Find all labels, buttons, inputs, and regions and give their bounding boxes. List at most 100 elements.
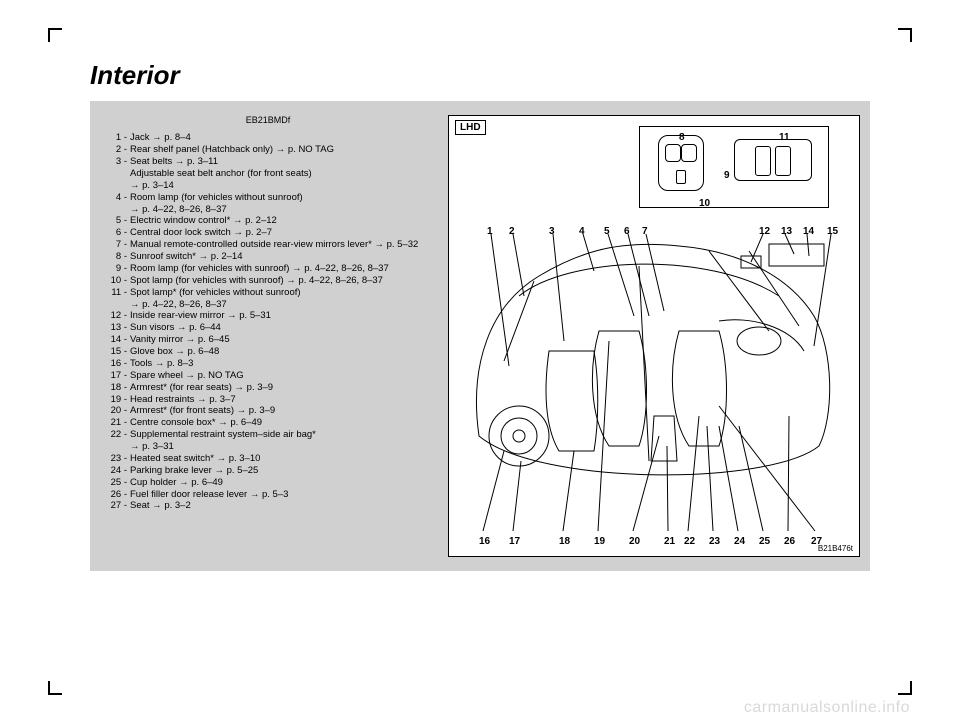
legend-text: Central door lock switch → p. 2–7 [130, 227, 448, 239]
legend-text: Jack → p. 8–4 [130, 132, 448, 144]
legend-text: Fuel filler door release lever → p. 5–3 [130, 489, 448, 501]
legend-list: 1 -Jack → p. 8–42 -Rear shelf panel (Hat… [108, 132, 448, 512]
content-panel: EB21BMDf 1 -Jack → p. 8–42 -Rear shelf p… [90, 101, 870, 571]
legend-num: 24 - [108, 465, 130, 477]
callout-6: 6 [624, 226, 630, 237]
legend-text: Heated seat switch* → p. 3–10 [130, 453, 448, 465]
legend-item: 16 -Tools → p. 8–3 [108, 358, 448, 370]
callout-12: 12 [759, 226, 770, 237]
legend-num: 19 - [108, 394, 130, 406]
callout-11: 11 [779, 132, 790, 143]
legend-item: 6 -Central door lock switch → p. 2–7 [108, 227, 448, 239]
legend-num: 11 - [108, 287, 130, 299]
callout-5: 5 [604, 226, 610, 237]
legend-text: Sun visors → p. 6–44 [130, 322, 448, 334]
legend-text: Supplemental restraint system–side air b… [130, 429, 448, 441]
legend-item: 27 -Seat → p. 3–2 [108, 500, 448, 512]
legend-num: 25 - [108, 477, 130, 489]
crop-mark-tr [898, 28, 912, 42]
legend-num: 5 - [108, 215, 130, 227]
legend-num: 4 - [108, 192, 130, 204]
legend-num: 23 - [108, 453, 130, 465]
callout-23: 23 [709, 536, 720, 547]
callout-24: 24 [734, 536, 745, 547]
page-content: Interior EB21BMDf 1 -Jack → p. 8–42 -Rea… [90, 60, 870, 643]
legend-num: 6 - [108, 227, 130, 239]
legend-text: Cup holder → p. 6–49 [130, 477, 448, 489]
legend-num: 10 - [108, 275, 130, 287]
legend-item: 19 -Head restraints → p. 3–7 [108, 394, 448, 406]
legend-item: 10 -Spot lamp (for vehicles with sunroof… [108, 275, 448, 287]
callout-16: 16 [479, 536, 490, 547]
legend-num: 16 - [108, 358, 130, 370]
legend-item: → p. 4–22, 8–26, 8–37 [108, 299, 448, 311]
legend-item: 3 -Seat belts → p. 3–11 [108, 156, 448, 168]
legend-text: Tools → p. 8–3 [130, 358, 448, 370]
legend-num: 8 - [108, 251, 130, 263]
legend-text: → p. 4–22, 8–26, 8–37 [130, 204, 227, 216]
callout-7: 7 [642, 226, 648, 237]
legend-text: Spot lamp (for vehicles with sunroof) → … [130, 275, 448, 287]
legend-text: Armrest* (for front seats) → p. 3–9 [130, 405, 448, 417]
callout-10: 10 [699, 198, 710, 209]
callout-1: 1 [487, 226, 493, 237]
legend-num: 18 - [108, 382, 130, 394]
interior-figure: LHD B21B476t [448, 115, 860, 557]
legend-item: 21 -Centre console box* → p. 6–49 [108, 417, 448, 429]
legend-item: 17 -Spare wheel → p. NO TAG [108, 370, 448, 382]
legend-text: Sunroof switch* → p. 2–14 [130, 251, 448, 263]
legend-text: Vanity mirror → p. 6–45 [130, 334, 448, 346]
legend-num: 1 - [108, 132, 130, 144]
callout-25: 25 [759, 536, 770, 547]
legend-num: 3 - [108, 156, 130, 168]
legend-num: 12 - [108, 310, 130, 322]
car-drawing [449, 116, 849, 556]
legend-text: → p. 4–22, 8–26, 8–37 [130, 299, 227, 311]
legend-item: 7 -Manual remote-controlled outside rear… [108, 239, 448, 251]
legend-num: 7 - [108, 239, 130, 251]
legend-item: → p. 3–31 [108, 441, 448, 453]
callout-26: 26 [784, 536, 795, 547]
callout-13: 13 [781, 226, 792, 237]
callout-14: 14 [803, 226, 814, 237]
legend-text: → p. 3–14 [130, 180, 174, 192]
crop-mark-bl [48, 681, 62, 695]
legend-item: → p. 4–22, 8–26, 8–37 [108, 204, 448, 216]
legend-num: 15 - [108, 346, 130, 358]
legend-text: Centre console box* → p. 6–49 [130, 417, 448, 429]
legend-item: 8 -Sunroof switch* → p. 2–14 [108, 251, 448, 263]
legend-num: 27 - [108, 500, 130, 512]
callout-17: 17 [509, 536, 520, 547]
callout-15: 15 [827, 226, 838, 237]
callout-18: 18 [559, 536, 570, 547]
crop-mark-br [898, 681, 912, 695]
legend-text: Glove box → p. 6–48 [130, 346, 448, 358]
legend-item: 24 -Parking brake lever → p. 5–25 [108, 465, 448, 477]
legend-text: Adjustable seat belt anchor (for front s… [130, 168, 312, 180]
legend-text: Spare wheel → p. NO TAG [130, 370, 448, 382]
legend-num: 26 - [108, 489, 130, 501]
crop-mark-tl [48, 28, 62, 42]
callout-3: 3 [549, 226, 555, 237]
callout-27: 27 [811, 536, 822, 547]
legend-column: EB21BMDf 1 -Jack → p. 8–42 -Rear shelf p… [108, 115, 448, 557]
legend-text: Spot lamp* (for vehicles without sunroof… [130, 287, 448, 299]
legend-item: Adjustable seat belt anchor (for front s… [108, 168, 448, 180]
legend-text: Armrest* (for rear seats) → p. 3–9 [130, 382, 448, 394]
legend-num: 17 - [108, 370, 130, 382]
legend-text: Inside rear-view mirror → p. 5–31 [130, 310, 448, 322]
legend-text: Parking brake lever → p. 5–25 [130, 465, 448, 477]
legend-item: 5 -Electric window control* → p. 2–12 [108, 215, 448, 227]
legend-text: Rear shelf panel (Hatchback only) → p. N… [130, 144, 448, 156]
legend-item: 22 -Supplemental restraint system–side a… [108, 429, 448, 441]
legend-num: 22 - [108, 429, 130, 441]
legend-item: 14 -Vanity mirror → p. 6–45 [108, 334, 448, 346]
legend-num: 20 - [108, 405, 130, 417]
callout-4: 4 [579, 226, 585, 237]
page-title: Interior [90, 60, 870, 91]
legend-item: 18 -Armrest* (for rear seats) → p. 3–9 [108, 382, 448, 394]
legend-item: 23 -Heated seat switch* → p. 3–10 [108, 453, 448, 465]
callout-8: 8 [679, 132, 685, 143]
callout-9: 9 [724, 170, 730, 181]
legend-item: 9 -Room lamp (for vehicles with sunroof)… [108, 263, 448, 275]
